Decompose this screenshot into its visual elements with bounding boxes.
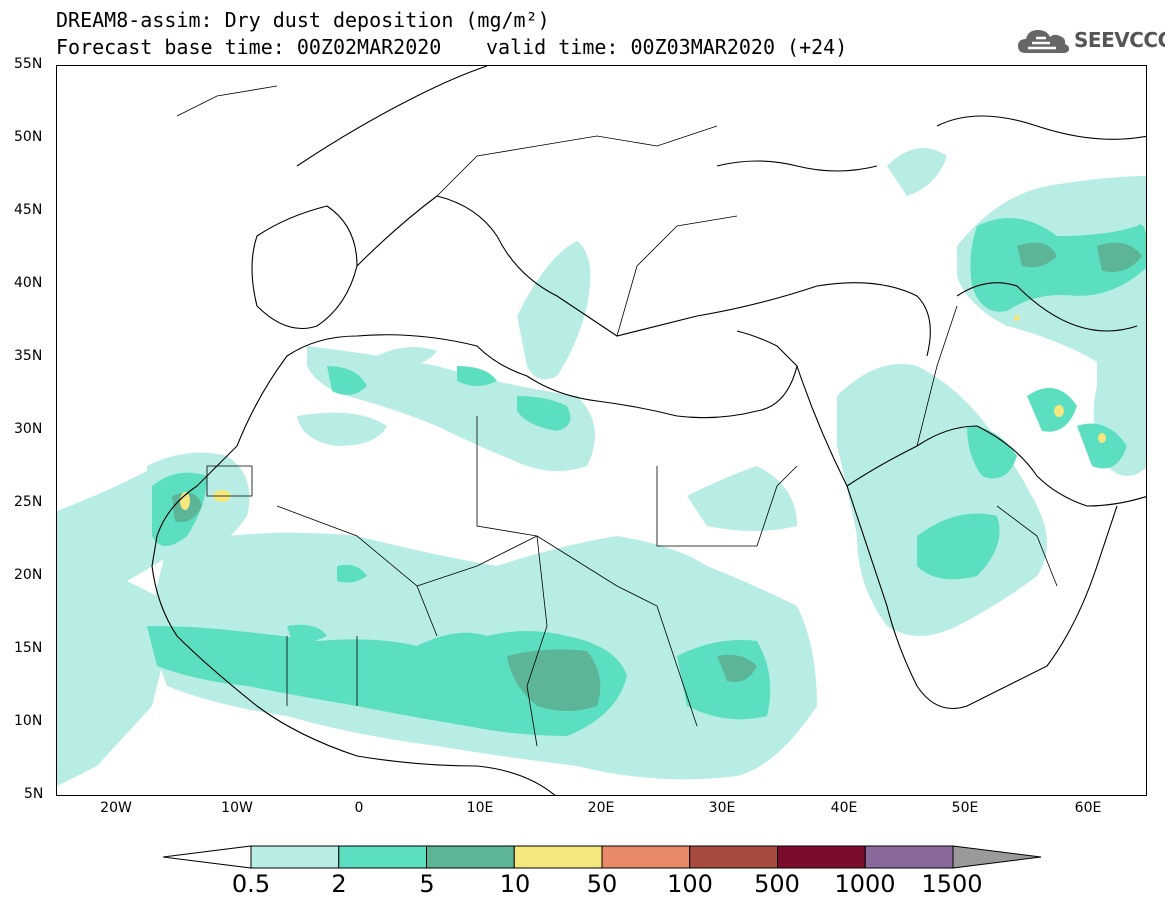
colorbar-label: 5 <box>419 870 435 898</box>
colorbar-label: 0.5 <box>231 870 271 898</box>
colorbar-label: 500 <box>754 870 800 898</box>
lon-label: 60E <box>1074 800 1102 816</box>
lon-label: 40E <box>830 800 858 816</box>
colorbar-cell <box>426 845 515 869</box>
colorbar-cell <box>250 845 340 869</box>
lon-label: 20E <box>587 800 615 816</box>
lat-label: 45N <box>14 202 43 218</box>
lat-label: 20N <box>14 567 43 583</box>
lat-label: 55N <box>14 56 43 72</box>
lat-label: 40N <box>14 275 43 291</box>
lon-label: 10W <box>221 800 253 816</box>
valid-time: valid time: 00Z03MAR2020 (+24) <box>486 35 848 59</box>
colorbar-cell <box>338 845 427 869</box>
dust-2-5-areas <box>147 217 1146 736</box>
colorbar-cell <box>513 845 603 869</box>
coastlines <box>151 66 1146 795</box>
seevccc-logo: SEEVCCC <box>1016 25 1165 59</box>
colorbar-cell <box>777 845 866 869</box>
lon-label: 50E <box>951 800 979 816</box>
lat-label: 15N <box>14 640 43 656</box>
dust-5-10-areas <box>172 242 1142 711</box>
lat-label: 5N <box>24 786 44 802</box>
colorbar-label: 2 <box>331 870 347 898</box>
dust-deposition-map <box>57 66 1146 795</box>
lon-label: 30E <box>708 800 736 816</box>
colorbar-cell <box>601 845 691 869</box>
colorbar-cell <box>689 845 778 869</box>
lon-label: 10E <box>466 800 494 816</box>
cloud-icon <box>1018 30 1070 53</box>
colorbar <box>163 845 1042 869</box>
colorbar-cells <box>250 845 954 869</box>
lat-label: 35N <box>14 348 43 364</box>
lat-label: 50N <box>14 129 43 145</box>
lon-label: 0 <box>354 800 364 816</box>
lat-label: 25N <box>14 494 43 510</box>
colorbar-cell <box>864 845 954 869</box>
country-borders <box>176 85 1058 747</box>
lat-label: 10N <box>14 713 43 729</box>
colorbar-label: 50 <box>586 870 618 898</box>
lat-label: 30N <box>14 421 43 437</box>
lon-label: 20W <box>100 800 132 816</box>
map-frame <box>56 65 1147 796</box>
logo-text: SEEVCCC <box>1074 28 1165 52</box>
map-title: DREAM8-assim: Dry dust deposition (mg/m²… <box>56 8 550 32</box>
colorbar-over-arrow <box>952 845 1042 869</box>
colorbar-label: 100 <box>667 870 713 898</box>
colorbar-label: 1500 <box>921 870 983 898</box>
colorbar-under-arrow <box>163 845 252 869</box>
forecast-base-time: Forecast base time: 00Z02MAR2020 <box>56 35 442 59</box>
colorbar-label: 10 <box>499 870 531 898</box>
colorbar-label: 1000 <box>834 870 896 898</box>
